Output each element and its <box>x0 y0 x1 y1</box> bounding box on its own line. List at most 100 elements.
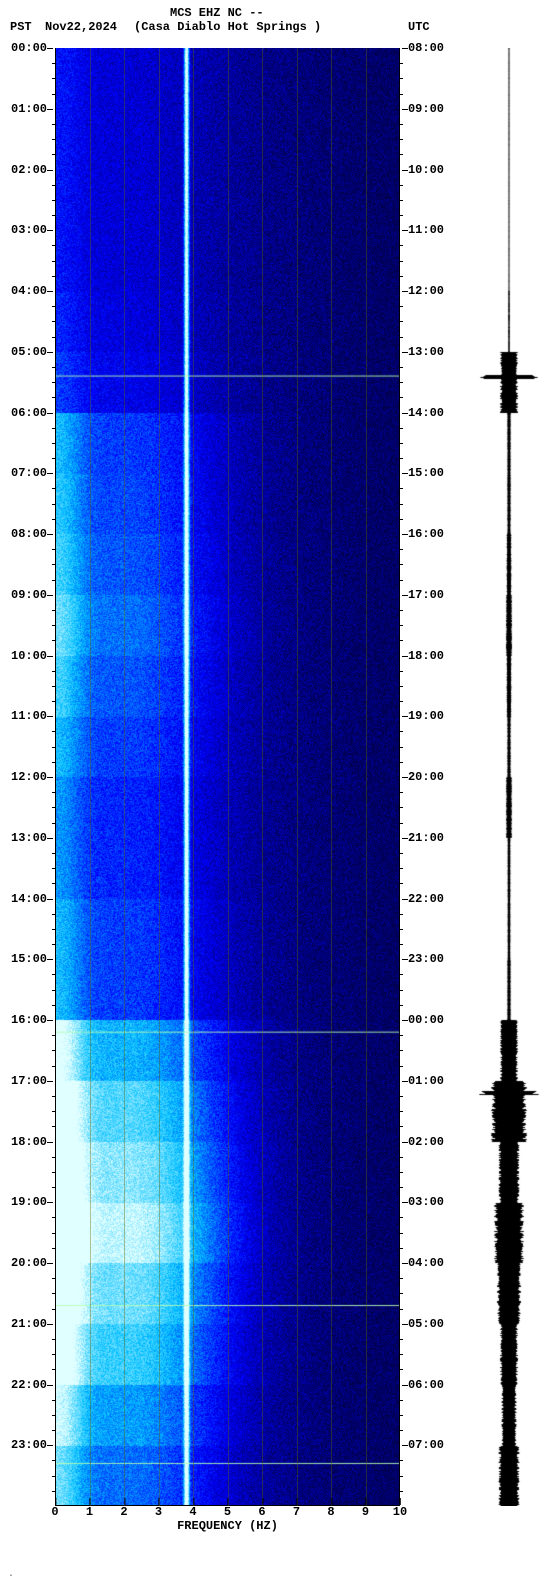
ytick-right: 06:00 <box>408 1378 444 1392</box>
ytick-left: 22:00 <box>11 1378 47 1392</box>
minor-tick <box>400 337 403 338</box>
minor-tick <box>400 974 403 975</box>
xtick: 5 <box>224 1505 231 1519</box>
ytick-right: 07:00 <box>408 1438 444 1452</box>
minor-tick <box>52 823 55 824</box>
minor-tick <box>52 1369 55 1370</box>
ytick-left: 11:00 <box>11 709 47 723</box>
minor-tick <box>400 367 403 368</box>
minor-tick <box>400 1157 403 1158</box>
minor-tick <box>52 1050 55 1051</box>
ytick-right: 02:00 <box>408 1135 444 1149</box>
ytick-right: 19:00 <box>408 709 444 723</box>
ytick-left: 18:00 <box>11 1135 47 1149</box>
xtick: 0 <box>51 1505 58 1519</box>
minor-tick <box>400 990 403 991</box>
minor-tick <box>52 428 55 429</box>
minor-tick <box>400 276 403 277</box>
minor-tick <box>52 245 55 246</box>
minor-tick <box>52 914 55 915</box>
ytick-right: 05:00 <box>408 1317 444 1331</box>
xtick: 8 <box>327 1505 334 1519</box>
ytick-right: 08:00 <box>408 41 444 55</box>
minor-tick <box>400 944 403 945</box>
minor-tick <box>52 124 55 125</box>
minor-tick <box>52 382 55 383</box>
ytick-right: 23:00 <box>408 952 444 966</box>
minor-tick <box>400 1354 403 1355</box>
ytick-left: 13:00 <box>11 831 47 845</box>
minor-tick <box>400 883 403 884</box>
minor-tick <box>52 1066 55 1067</box>
minor-tick <box>400 625 403 626</box>
minor-tick <box>400 747 403 748</box>
ytick-left: 14:00 <box>11 892 47 906</box>
minor-tick <box>52 731 55 732</box>
minor-tick <box>400 94 403 95</box>
gridline-v <box>159 48 160 1506</box>
minor-tick <box>400 321 403 322</box>
minor-tick <box>400 853 403 854</box>
ytick-right: 04:00 <box>408 1256 444 1270</box>
minor-tick <box>400 1309 403 1310</box>
minor-tick <box>52 1035 55 1036</box>
minor-tick <box>400 701 403 702</box>
minor-tick <box>400 640 403 641</box>
ytick-left: 19:00 <box>11 1195 47 1209</box>
minor-tick <box>400 1050 403 1051</box>
xtick: 6 <box>258 1505 265 1519</box>
gridline-v <box>366 48 367 1506</box>
minor-tick <box>400 1430 403 1431</box>
ytick-left: 00:00 <box>11 41 47 55</box>
ytick-right: 18:00 <box>408 649 444 663</box>
minor-tick <box>400 504 403 505</box>
minor-tick <box>400 200 403 201</box>
minor-tick <box>400 929 403 930</box>
minor-tick <box>400 1035 403 1036</box>
minor-tick <box>400 549 403 550</box>
ytick-right: 01:00 <box>408 1074 444 1088</box>
ytick-left: 04:00 <box>11 284 47 298</box>
minor-tick <box>400 762 403 763</box>
minor-tick <box>52 640 55 641</box>
minor-tick <box>52 747 55 748</box>
ytick-right: 15:00 <box>408 466 444 480</box>
minor-tick <box>400 1491 403 1492</box>
pst-label: PST <box>10 20 32 34</box>
minor-tick <box>52 686 55 687</box>
minor-tick <box>400 1415 403 1416</box>
ytick-right: 21:00 <box>408 831 444 845</box>
footer-mark: . <box>8 1569 14 1580</box>
minor-tick <box>52 792 55 793</box>
ytick-left: 08:00 <box>11 527 47 541</box>
ytick-right: 17:00 <box>408 588 444 602</box>
gridline-v <box>297 48 298 1506</box>
minor-tick <box>52 458 55 459</box>
minor-tick <box>400 807 403 808</box>
minor-tick <box>52 306 55 307</box>
minor-tick <box>400 382 403 383</box>
minor-tick <box>52 1187 55 1188</box>
ytick-right: 13:00 <box>408 345 444 359</box>
station-line: MCS EHZ NC -- <box>170 6 264 20</box>
minor-tick <box>52 1278 55 1279</box>
minor-tick <box>400 1460 403 1461</box>
minor-tick <box>52 154 55 155</box>
xtick: 4 <box>189 1505 196 1519</box>
minor-tick <box>400 245 403 246</box>
ytick-left: 21:00 <box>11 1317 47 1331</box>
minor-tick <box>52 367 55 368</box>
minor-tick <box>52 1005 55 1006</box>
minor-tick <box>52 1172 55 1173</box>
spectrogram-plot: FREQUENCY (HZ) 01234567891000:0008:0001:… <box>55 48 400 1506</box>
minor-tick <box>400 488 403 489</box>
minor-tick <box>52 868 55 869</box>
minor-tick <box>52 610 55 611</box>
minor-tick <box>52 549 55 550</box>
minor-tick <box>52 519 55 520</box>
minor-tick <box>400 1369 403 1370</box>
gridline-v <box>331 48 332 1506</box>
ytick-right: 16:00 <box>408 527 444 541</box>
minor-tick <box>400 1400 403 1401</box>
utc-label: UTC <box>408 20 430 34</box>
